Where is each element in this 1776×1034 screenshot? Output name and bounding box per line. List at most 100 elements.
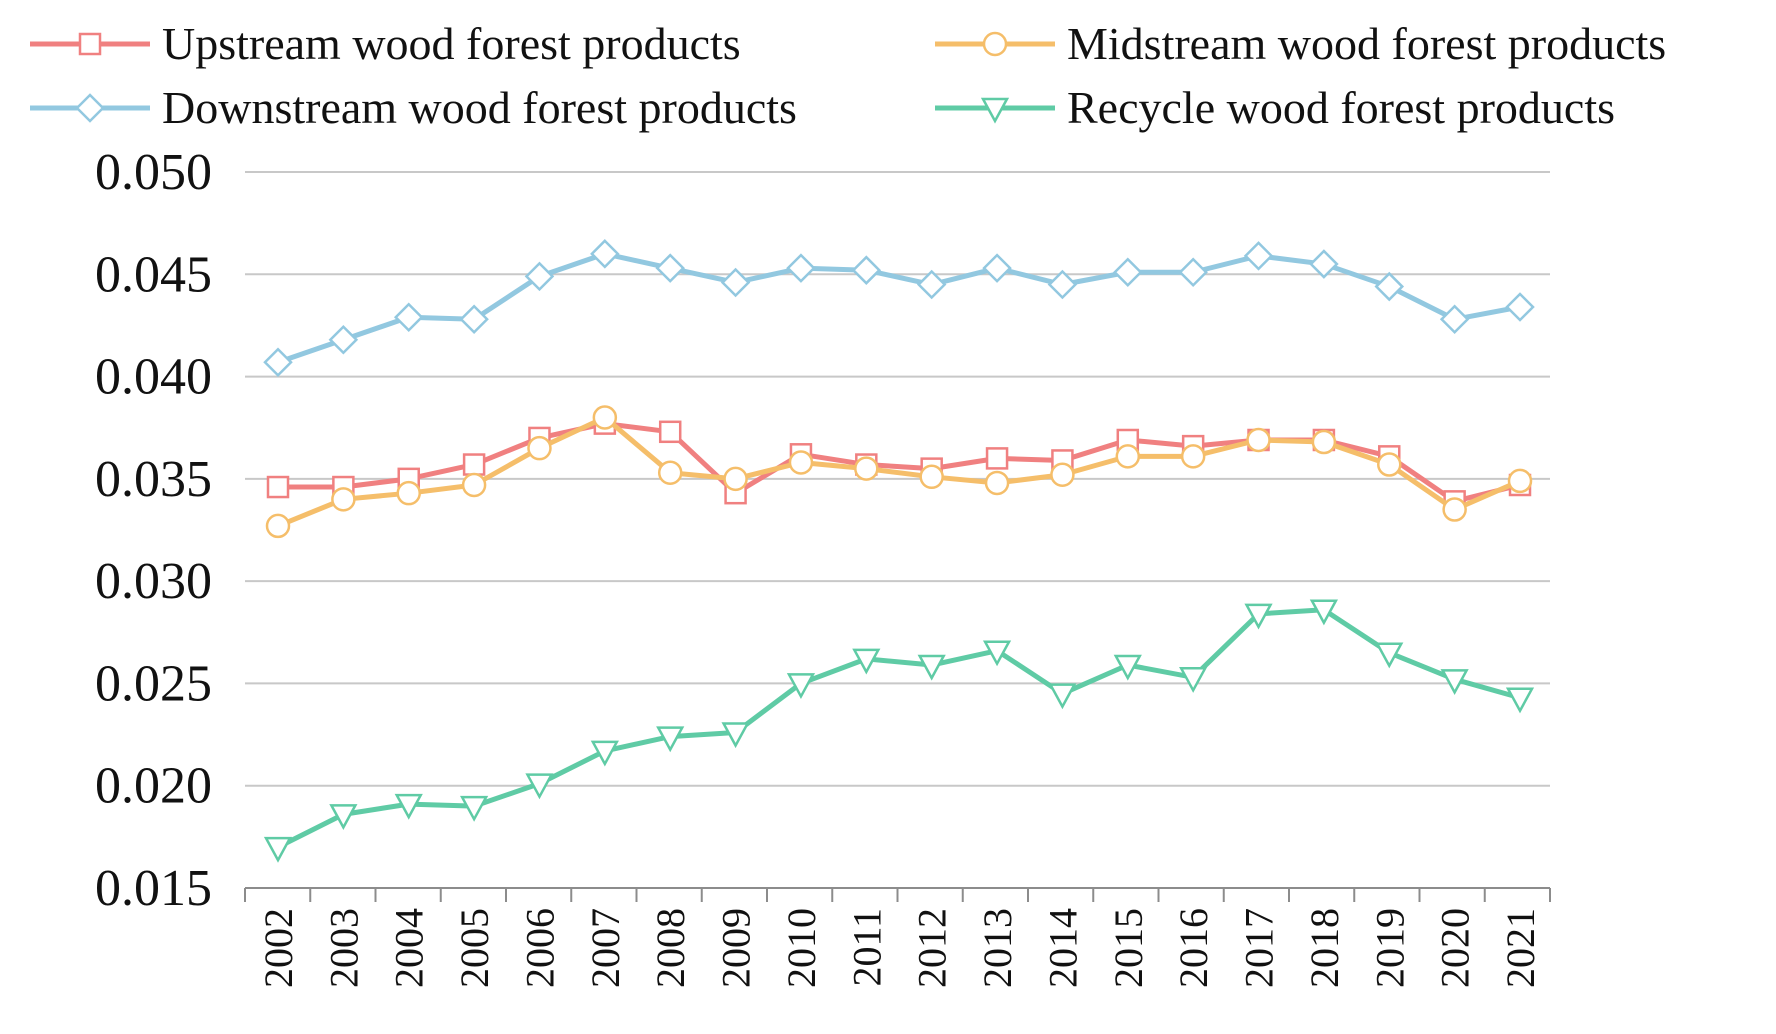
data-point [1048,683,1077,710]
data-point [982,253,1012,283]
data-point [1309,249,1339,279]
data-point [852,648,881,675]
data-point [394,793,423,820]
data-point [721,722,750,749]
x-tick-label: 2018 [1302,908,1347,988]
data-point [1439,304,1470,335]
legend-item: Upstream wood forest products [30,18,741,69]
series-line [276,607,1521,850]
data-point [396,480,421,506]
x-tick-label: 2002 [256,908,301,988]
y-tick-label: 0.020 [95,758,212,815]
legend-label: Upstream wood forest products [162,18,741,69]
legend-item: Recycle wood forest products [935,82,1615,133]
x-tick-label: 2014 [1040,908,1085,988]
legend-marker [982,31,1008,57]
series-2 [263,239,1535,378]
data-point [1311,429,1337,455]
x-tick-label: 2010 [779,908,824,988]
series-3 [263,599,1535,863]
data-point [1113,257,1143,288]
data-point [1115,444,1141,469]
x-tick-label: 2007 [583,908,628,988]
data-point [590,239,620,269]
x-tick-label: 2020 [1433,908,1478,988]
y-tick-label: 0.025 [95,655,212,712]
x-tick-label: 2017 [1237,908,1282,988]
data-point [720,267,751,298]
data-point [917,654,946,681]
data-point [658,420,682,444]
data-point [393,302,424,333]
data-point [984,470,1010,496]
data-point [786,253,816,283]
x-tick-label: 2004 [387,908,432,988]
data-point [985,447,1009,470]
data-point [655,253,685,283]
data-point [1113,654,1142,681]
data-point [1505,292,1535,322]
data-point [919,464,944,490]
data-point [263,347,293,378]
legend-item: Downstream wood forest products [30,82,797,133]
x-tick-label: 2021 [1498,908,1543,988]
data-point [1309,599,1339,626]
x-tick-label: 2012 [910,908,955,988]
data-point [461,472,487,498]
data-point [723,466,748,492]
data-point [1505,687,1535,714]
legend-label: Recycle wood forest products [1067,82,1615,133]
y-tick-label: 0.030 [95,553,212,610]
y-tick-label: 0.015 [95,860,212,917]
data-point [263,836,293,863]
data-point [462,453,486,476]
data-point [527,435,552,461]
x-tick-label: 2005 [452,908,497,988]
x-tick-label: 2016 [1171,908,1216,988]
data-point [1244,603,1273,630]
data-point [1374,271,1405,302]
data-point [265,513,291,539]
data-point [590,740,619,767]
data-point [656,726,685,753]
data-point [459,304,489,335]
data-point [1377,452,1402,477]
legend-label: Midstream wood forest products [1067,18,1666,69]
data-point [786,673,816,700]
legend-label: Downstream wood forest products [162,82,797,133]
x-tick-label: 2003 [321,908,366,988]
legend: Upstream wood forest products Midstream w… [30,18,1666,133]
data-point [1179,667,1208,693]
data-point [266,475,290,499]
series [263,239,1535,863]
data-point [459,795,489,822]
data-point [1246,427,1271,453]
data-point [329,804,358,830]
data-point [328,324,359,355]
data-point [1180,444,1206,469]
y-tick-label: 0.050 [95,144,212,201]
data-point [657,460,683,485]
data-point [525,773,554,800]
legend-item: Midstream wood forest products [935,18,1666,69]
legend-marker [78,32,102,56]
data-point [524,261,555,292]
data-point [1440,669,1469,695]
data-point [1442,497,1467,522]
x-tick-label: 2015 [1106,908,1151,988]
data-point [1178,257,1208,288]
legend-marker [980,97,1010,124]
axes: 0.015 0.020 0.025 0.030 0.035 0.040 0.045 0.050… [95,144,1551,988]
y-tick-label: 0.045 [95,246,212,303]
data-point [592,405,618,430]
grid [245,171,1550,787]
x-tick-label: 2019 [1367,908,1412,988]
data-point [1507,468,1533,494]
series-line [277,251,1521,365]
data-point [1375,642,1404,669]
x-tick-label: 2006 [517,908,562,988]
data-point [1047,269,1078,300]
data-point [854,456,879,481]
